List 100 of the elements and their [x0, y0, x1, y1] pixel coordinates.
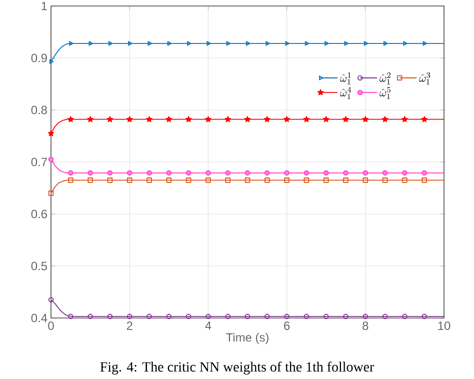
- point: [146, 314, 152, 320]
- x-tick-label: 4: [205, 322, 212, 330]
- x-tick-label: 0: [48, 322, 54, 330]
- point: [402, 178, 408, 183]
- point: [284, 170, 290, 176]
- point: [344, 41, 348, 46]
- point: [67, 116, 74, 122]
- point: [126, 170, 132, 176]
- point: [87, 116, 94, 122]
- point: [284, 116, 290, 122]
- point: [324, 41, 329, 46]
- point: [88, 314, 93, 320]
- point: [107, 314, 113, 320]
- point: [107, 170, 113, 176]
- point: [422, 170, 427, 176]
- point: [225, 178, 230, 183]
- point: [225, 170, 230, 176]
- point: [166, 178, 172, 183]
- point: [206, 170, 211, 176]
- point: [382, 314, 388, 320]
- point: [126, 314, 132, 320]
- point: [244, 314, 250, 320]
- point: [264, 178, 270, 183]
- y-tick-label: 0.8: [31, 106, 47, 114]
- y-tick-label: 0.5: [31, 262, 47, 270]
- point: [166, 170, 172, 176]
- point: [244, 170, 250, 176]
- point: [264, 314, 270, 320]
- point: [304, 41, 310, 46]
- point: [304, 170, 310, 176]
- point: [206, 178, 211, 183]
- point: [402, 314, 408, 320]
- point: [303, 116, 310, 122]
- point: [342, 116, 349, 122]
- point: [244, 116, 251, 122]
- point: [128, 41, 132, 46]
- point: [48, 190, 54, 196]
- point: [323, 314, 329, 320]
- y-tick-label: 0.9: [31, 54, 47, 62]
- y-tick-label: 0.6: [31, 210, 47, 218]
- point: [68, 314, 74, 320]
- point: [244, 178, 250, 183]
- point: [322, 116, 330, 122]
- point: [226, 41, 230, 46]
- point: [343, 170, 348, 176]
- point: [107, 178, 113, 183]
- caption: Fig. 4: The critic NN weights of the 1th follower: [100, 362, 374, 374]
- point: [225, 314, 230, 320]
- point: [206, 314, 211, 320]
- legend-label: $\hat{\omega}_1^3$: [419, 72, 430, 84]
- x-tick-label: 10: [438, 322, 450, 330]
- point: [362, 314, 368, 320]
- point: [186, 314, 192, 320]
- y-tick-label: 0.4: [31, 314, 48, 322]
- point: [126, 116, 133, 122]
- point: [402, 170, 408, 176]
- x-tick-label: 8: [362, 322, 368, 330]
- point: [422, 178, 427, 183]
- legend-label: $\hat{\omega}_1^1$: [340, 72, 351, 84]
- y-tick-label: 0.7: [31, 158, 47, 166]
- point: [246, 41, 250, 46]
- legend-label: $\hat{\omega}_1^2$: [380, 72, 390, 84]
- legend-label: $\hat{\omega}_1^5$: [380, 86, 390, 100]
- x-tick-label: 2: [126, 322, 132, 330]
- point: [167, 41, 172, 46]
- point: [421, 116, 428, 122]
- y-tick-label: 1: [42, 2, 47, 10]
- point: [422, 314, 427, 320]
- point: [146, 116, 152, 122]
- point: [264, 170, 270, 176]
- point: [362, 170, 368, 176]
- point: [382, 116, 388, 122]
- x-tick-label: 6: [284, 322, 290, 330]
- point: [88, 170, 93, 176]
- point: [364, 41, 368, 46]
- point: [205, 116, 212, 122]
- point: [266, 41, 270, 46]
- point: [323, 178, 329, 183]
- point: [186, 178, 192, 183]
- point: [304, 314, 310, 320]
- point: [382, 170, 388, 176]
- point: [362, 178, 368, 183]
- point: [69, 41, 74, 46]
- point: [206, 41, 211, 46]
- point: [285, 41, 290, 46]
- point: [166, 116, 172, 122]
- point: [264, 116, 270, 122]
- point: [323, 170, 329, 176]
- point: [88, 41, 93, 46]
- point: [284, 314, 290, 320]
- point: [384, 41, 388, 46]
- point: [68, 178, 74, 183]
- point: [108, 41, 113, 46]
- point: [343, 178, 348, 183]
- point: [106, 116, 114, 122]
- point: [422, 41, 427, 46]
- point: [284, 178, 290, 183]
- point: [68, 170, 74, 176]
- point: [48, 130, 54, 136]
- point: [304, 178, 310, 183]
